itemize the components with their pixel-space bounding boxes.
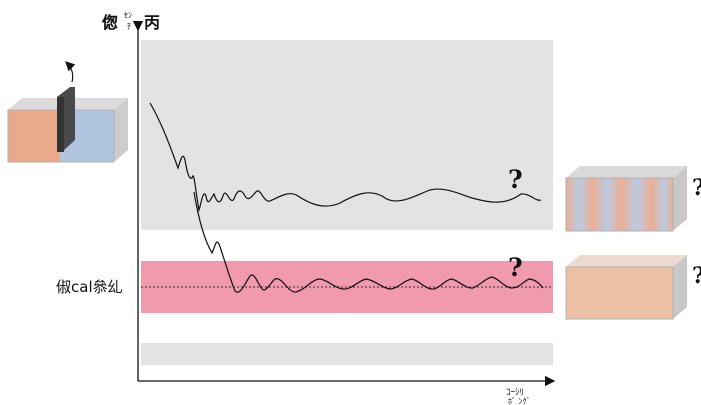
upper-curve xyxy=(149,102,542,213)
two-compartment-box-icon xyxy=(7,87,128,163)
lower-box-question: ? xyxy=(692,263,701,289)
upper-gray-band xyxy=(141,40,553,230)
x-axis-label-line1: ｺｰｼﾘ xyxy=(506,388,524,398)
striped-box-icon xyxy=(565,166,687,232)
reference-line-label: 俶cal叅乣 xyxy=(56,278,123,296)
x-axis-label-line2: ﾎﾞ ﾝｸﾞ xyxy=(508,397,531,405)
y-axis-title-sub-bottom: ﾁ xyxy=(127,22,131,31)
lower-curve-question: ? xyxy=(508,253,523,282)
upper-curve-question: ? xyxy=(508,165,523,194)
y-axis-title-main: 偬 xyxy=(101,13,118,32)
y-axis-title-sub-top: ｾﾝ xyxy=(124,11,132,20)
lower-gray-band xyxy=(141,343,553,365)
upper-box-question: ? xyxy=(692,175,701,201)
uniform-box-icon xyxy=(565,255,687,320)
lower-curve xyxy=(193,191,544,293)
y-axis-title-tail: 丙 xyxy=(144,13,160,32)
curved-arrow-up-icon xyxy=(65,61,76,83)
